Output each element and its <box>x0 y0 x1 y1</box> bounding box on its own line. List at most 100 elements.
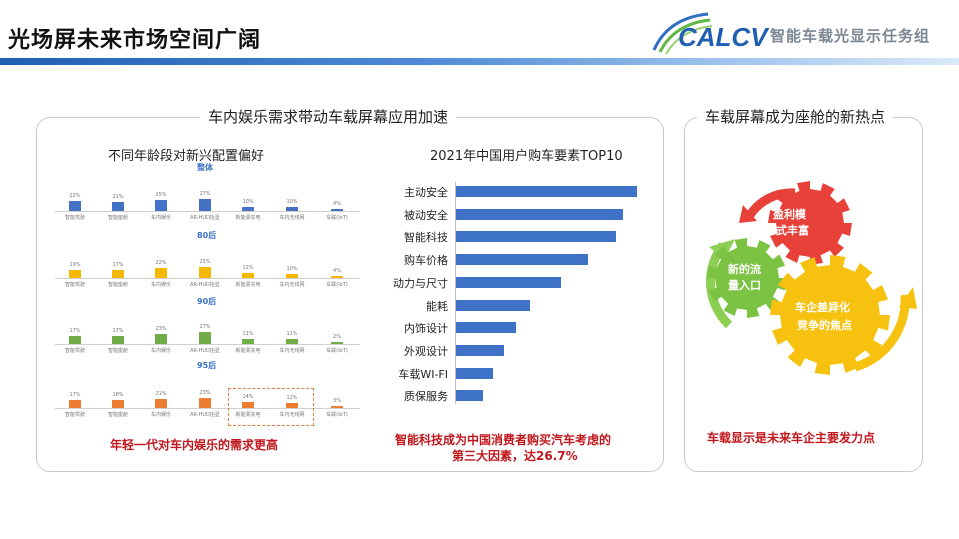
gears-diagram <box>706 181 917 375</box>
age-group-label: 80后 <box>197 231 217 240</box>
header-accent-bar <box>0 58 959 65</box>
age-group-category-label: AR-HUD抬显 <box>190 348 220 354</box>
age-group-bar <box>242 272 254 278</box>
top10-axis <box>455 182 456 404</box>
age-group-bar <box>286 206 298 211</box>
age-group-category-label: 智能驾驶 <box>64 348 86 354</box>
age-group-category-label: 智能座舱 <box>107 282 129 288</box>
age-group-label: 95后 <box>197 361 217 370</box>
age-group-category-label: 智能座舱 <box>107 215 129 221</box>
logo-org-name: 智能车载光显示任务组 <box>770 27 931 45</box>
age-group-category-label: 车内娱乐 <box>150 412 172 418</box>
age-group-value-label: 17% <box>69 392 81 399</box>
age-group-label: 90后 <box>197 297 217 306</box>
top10-bar <box>456 254 588 266</box>
age-group-value-label: 18% <box>112 392 124 398</box>
age-group-bar <box>242 339 254 344</box>
age-group-value-label: 23% <box>199 389 211 396</box>
age-group-value-label: 10% <box>286 265 298 272</box>
age-group-value-label: 10% <box>286 198 298 205</box>
gear-red-text-line2: 式丰富 <box>776 224 809 237</box>
age-group-bar <box>155 333 167 344</box>
age-group-value-label: 27% <box>199 191 211 197</box>
calcv-logo: CALCV <box>652 12 770 55</box>
entertainment-panel-title: 车内娱乐需求带动车载屏幕应用加速 <box>200 106 457 127</box>
gear-yellow-differentiation <box>770 255 890 375</box>
age-group-category-label: 智能驾驶 <box>64 282 86 288</box>
age-group-bar <box>69 201 81 211</box>
top10-category-label: 内饰设计 <box>404 322 448 336</box>
age-group-category-label: 车联(IoT) <box>326 215 348 221</box>
age-group-value-label: 27% <box>199 324 211 330</box>
top10-category-label: 外观设计 <box>404 344 448 358</box>
gear-green-text-line1: 新的流 <box>728 263 761 276</box>
gear-green-body <box>717 248 777 308</box>
age-group-category-label: 车内娱乐 <box>150 348 172 354</box>
age-group-category-label: 智能驾驶 <box>64 215 86 221</box>
gear-red-text-line1: 盈利模 <box>773 208 806 221</box>
age-group-bar <box>155 398 167 408</box>
age-group-baseline <box>55 408 360 409</box>
age-group-value-label: 23% <box>155 325 167 332</box>
page-title: 光场屏未来市场空间广阔 <box>8 28 262 53</box>
gear-green-traffic-entry <box>707 238 787 318</box>
age-group-bar <box>155 268 167 278</box>
age-group-bar <box>331 342 343 344</box>
age-group-value-label: 19% <box>69 261 81 268</box>
age-group-category-label: 车联(IoT) <box>326 412 348 418</box>
age-group-value-label: 12% <box>242 264 254 271</box>
top10-bar <box>456 344 504 356</box>
age-group-category-label: 车内无线网 <box>279 282 305 288</box>
age-group-category-label: 车内无线网 <box>279 348 305 354</box>
age-group-value-label: 2% <box>333 334 341 340</box>
age-group-value-label: 11% <box>242 331 254 338</box>
top10-category-label: 车载WI-FI <box>398 367 448 381</box>
age-group-bar <box>242 401 254 408</box>
age-group-value-label: 14% <box>242 393 254 400</box>
age-group-bar <box>199 332 211 344</box>
age-group-bar <box>331 276 343 278</box>
age-group-category-label: 车联(IoT) <box>326 282 348 288</box>
age-group-category-label: 车内无线网 <box>279 215 305 221</box>
age-group-bar <box>112 270 124 278</box>
age-group-baseline <box>55 344 360 345</box>
age-group-bar <box>331 406 343 408</box>
top10-category-label: 动力与尺寸 <box>393 276 448 290</box>
age-group-category-label: AR-HUD抬显 <box>190 215 220 221</box>
age-group-value-label: 22% <box>69 193 81 200</box>
age-group-bar <box>112 201 124 211</box>
age-group-category-label: 新能源充电 <box>235 282 261 288</box>
gear-red-body <box>778 191 842 255</box>
age-group-baseline <box>55 278 360 279</box>
age-group-category-label: 新能源充电 <box>235 215 261 221</box>
age-group-category-label: 车内无线网 <box>279 412 305 418</box>
age-group-category-label: 新能源充电 <box>235 412 261 418</box>
age-group-category-label: 智能座舱 <box>107 412 129 418</box>
logo-letters: CALCV <box>678 22 770 52</box>
age-group-category-label: 车联(IoT) <box>326 348 348 354</box>
age-group-value-label: 4% <box>333 268 341 274</box>
age-group-value-label: 21% <box>112 193 124 200</box>
age-group-bar <box>199 397 211 408</box>
age-group-bar <box>69 400 81 408</box>
age-group-baseline <box>55 211 360 212</box>
age-group-value-label: 25% <box>199 258 211 265</box>
age-group-category-label: 车内娱乐 <box>150 282 172 288</box>
age-group-category-label: AR-HUD抬显 <box>190 282 220 288</box>
age-group-bar <box>331 209 343 211</box>
age-group-bar <box>286 273 298 278</box>
yellow-arrow-head <box>899 287 917 309</box>
top10-category-label: 主动安全 <box>404 186 448 199</box>
top10-bar <box>456 367 493 379</box>
top10-bar <box>456 322 516 334</box>
age-group-value-label: 25% <box>155 191 167 198</box>
age-group-bar <box>69 269 81 278</box>
age-group-bar <box>242 206 254 211</box>
gear-yellow-text-line1: 车企差异化 <box>795 301 850 314</box>
entertainment-panel <box>36 117 664 472</box>
top10-category-label: 能耗 <box>426 299 448 313</box>
hotspot-conclusion: 车载显示是未来车企主要发力点 <box>707 431 876 445</box>
age-group-bar <box>155 199 167 211</box>
age-group-category-label: 智能座舱 <box>107 348 129 354</box>
highlight-dashed-box <box>228 388 314 426</box>
